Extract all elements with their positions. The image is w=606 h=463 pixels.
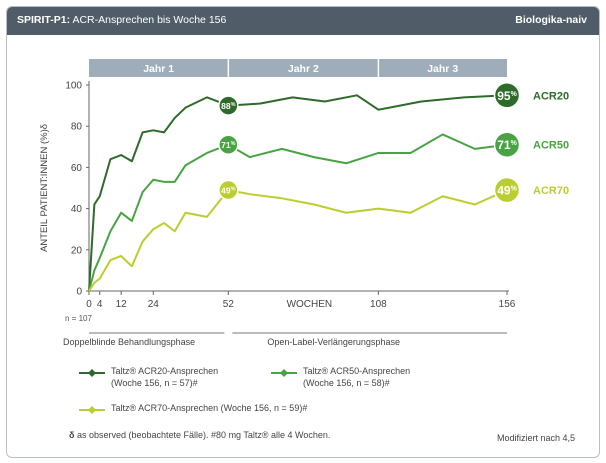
source-note: Modifiziert nach 4,5 [496, 433, 575, 443]
legend-label-acr20-line1: Taltz® ACR20-Ansprechen [111, 366, 219, 376]
year-band [378, 59, 507, 77]
x-tick-label: 24 [148, 299, 160, 310]
legend-marker-acr50 [271, 368, 297, 377]
year-band [228, 59, 379, 77]
footnote-delta-symbol: δ [69, 430, 75, 440]
figure-title: SPIRIT-P1: ACR-Ansprechen bis Woche 156 [17, 14, 227, 26]
legend-marker-acr70 [79, 405, 105, 414]
data-point-week156 [493, 176, 521, 204]
y-tick-label: 0 [76, 287, 82, 298]
data-point-week156 [493, 131, 521, 158]
series-name-acr70: ACR70 [533, 185, 569, 197]
phase-label-double-blind: Doppelblinde Behandlungsphase [63, 337, 195, 347]
x-tick-label: 4 [97, 299, 103, 310]
legend-marker-acr20 [79, 368, 105, 377]
year-label: Jahr 3 [427, 63, 458, 75]
data-label-week52: 49% [221, 186, 235, 196]
series-line-acr20 [88, 94, 508, 292]
data-point-week52 [218, 95, 239, 116]
x-tick-label: 108 [370, 299, 387, 310]
data-point-week156 [493, 82, 521, 109]
n-count-label: n = 107 [65, 314, 92, 323]
population-label: Biologika-naiv [515, 14, 587, 26]
figure-header: SPIRIT-P1: ACR-Ansprechen bis Woche 156 … [7, 7, 599, 35]
y-tick-label: 80 [71, 122, 83, 133]
series-acr50: 71% 71% [88, 131, 521, 292]
footnote: δ as observed (beobachtete Fälle). #80 m… [69, 430, 330, 440]
year-band [89, 59, 229, 77]
data-point-week52 [218, 134, 239, 155]
series-name-acr20: ACR20 [533, 90, 569, 102]
legend-label-acr50-line2: (Woche 156, n = 58)# [303, 378, 390, 388]
year-label: Jahr 1 [143, 63, 174, 75]
footnote-text: as observed (beobachtete Fälle). #80 mg … [74, 430, 331, 440]
y-tick-label: 60 [71, 163, 83, 174]
y-tick-label: 20 [71, 245, 83, 256]
legend-label-acr20-line2: (Woche 156, n = 57)# [111, 378, 198, 388]
x-axis-title: WOCHEN [287, 299, 333, 310]
y-axis-title: ANTEIL PATIENT:INNEN (%)δ [39, 124, 50, 252]
series-acr20: 88%95% [88, 82, 521, 292]
x-tick-label: 12 [116, 299, 128, 310]
year-label: Jahr 2 [288, 63, 319, 75]
figure-frame: SPIRIT-P1: ACR-Ansprechen bis Woche 156 … [6, 6, 600, 458]
x-tick-label: 52 [223, 299, 235, 310]
y-tick-label: 100 [65, 81, 82, 92]
legend-label-acr70: Taltz® ACR70-Ansprechen (Woche 156, n = … [111, 403, 308, 413]
x-tick-label: 156 [499, 299, 516, 310]
data-label-week52: 71% [221, 140, 235, 150]
data-point-week52 [218, 179, 239, 201]
legend-label-acr50-line1: Taltz® ACR50-Ansprechen [303, 366, 411, 376]
series-line-acr50 [88, 133, 508, 292]
data-label-week52: 88% [221, 101, 235, 111]
phase-label-open-label: Open-Label-Verlängerungsphase [267, 337, 400, 347]
x-tick-label: 0 [86, 299, 92, 310]
series-acr70: 49% 49% [88, 176, 521, 292]
series-name-acr50: ACR50 [533, 140, 569, 152]
y-tick-label: 40 [71, 204, 83, 215]
series-line-acr70 [88, 189, 508, 292]
